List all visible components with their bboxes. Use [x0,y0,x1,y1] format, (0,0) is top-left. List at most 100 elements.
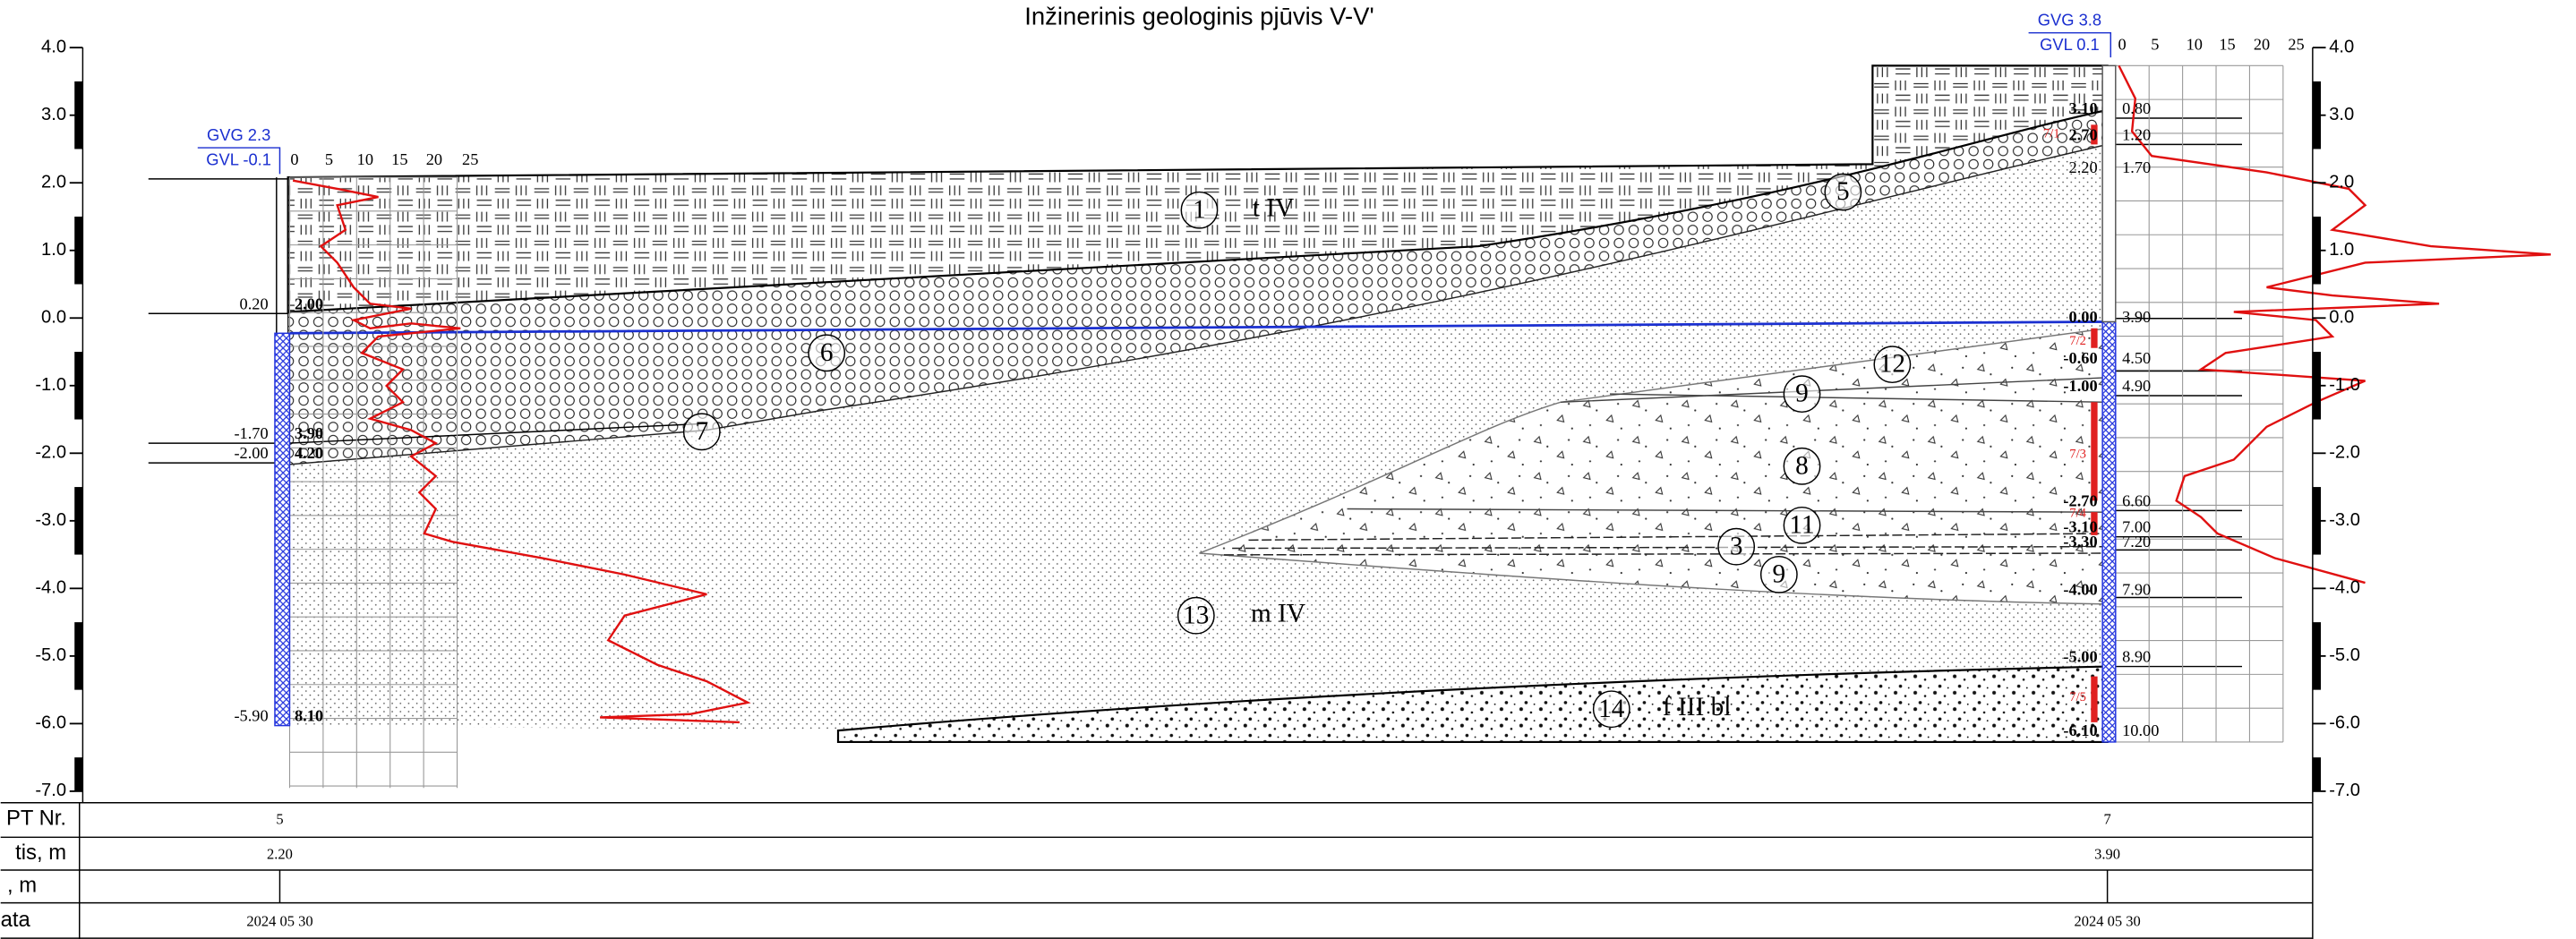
row-label: ata [1,908,31,932]
table-cell: 5 [276,811,283,828]
axis-bar [2313,487,2321,521]
axis-label-right: -1.0 [2329,375,2360,395]
depth-label: 1.20 [2122,125,2151,143]
depth-label: 6.60 [2122,491,2151,509]
axis-label-left: -4.0 [35,578,66,598]
elevation-label: 0.00 [2069,308,2098,326]
axis-label-left: -1.0 [35,375,66,395]
sample-label: 7/4 [2069,506,2086,520]
axis-bar [2313,352,2321,386]
axis-bar [2313,386,2321,420]
axis-label-right: 0.0 [2329,308,2354,328]
layer-number: 1 [1193,195,1206,224]
axis-bar [74,487,82,521]
layer-number: 8 [1795,451,1809,480]
axis-label-right: -5.0 [2329,645,2360,665]
axis-bar [2313,656,2321,690]
elevation-label: -1.70 [234,424,268,442]
gw-boxes [198,33,2111,175]
elevation-label: -4.00 [2063,580,2097,598]
cpt-scale: 25 [462,150,478,168]
table-cell: 2024 05 30 [2074,912,2140,929]
depth-label: 3.90 [2122,308,2151,326]
gwl-label: GVL 0.1 [2040,35,2100,54]
axis-label-right: -2.0 [2329,443,2360,463]
cpt-scale: 15 [2219,36,2235,54]
layer-number: 9 [1773,559,1786,588]
axis-label-right: -4.0 [2329,578,2360,598]
axis-label-left: -3.0 [35,510,66,530]
elevation-label: 2.70 [2069,125,2098,143]
title: Inžinerinis geologinis pjūvis V-V' [1024,2,1374,30]
axis-bar [2313,251,2321,285]
table-cell: 2.20 [267,845,293,862]
elevation-label: 3.10 [2069,99,2098,117]
depth-label: 10.00 [2122,721,2159,739]
axis-label-left: -2.0 [35,443,66,463]
depth-label: 2.00 [295,295,323,312]
cpt-scale: 0 [2118,36,2127,54]
cpt-scale: 20 [426,150,442,168]
axis-bar [74,757,82,791]
depth-label: 7.20 [2122,533,2151,551]
sample-label: 7/5 [2069,690,2086,704]
axis-bar [74,521,82,555]
row-label: PT Nr. [6,806,66,830]
table-cell: 7 [2103,811,2110,828]
axis-label-left: 1.0 [41,240,66,260]
axis-bar [2313,217,2321,251]
axis-bar [74,656,82,690]
depth-label: 8.10 [295,707,323,725]
depth-label: 1.70 [2122,158,2151,176]
layer-number: 14 [1598,695,1625,723]
layer-label: t IV [1253,193,1294,222]
axis-label-left: -5.0 [35,645,66,665]
axis-label-left: 0.0 [41,308,66,328]
sample-label: 7/1 [2043,127,2060,141]
axis-bar [2313,622,2321,656]
cpt-scale: 5 [2151,36,2159,54]
elevation-label: -1.00 [2063,377,2097,395]
row-label: , m [7,874,37,898]
cpt-scale: 10 [2187,36,2203,54]
table-cell: 2024 05 30 [246,912,312,929]
gwl-label: GVL -0.1 [206,150,271,169]
axis-bar [2313,81,2321,115]
axis-label-left: 2.0 [41,173,66,192]
axis-bar [74,115,82,149]
axis-bar [74,386,82,420]
layer-number: 9 [1795,380,1809,408]
layer-number: 5 [1836,177,1850,206]
layer-number: 12 [1879,350,1905,379]
axis-bar [74,352,82,386]
table-lines [1,803,2313,939]
axis-label-right: 3.0 [2329,105,2354,124]
elevation-label: -2.00 [234,444,268,462]
gwl-label: GVG 3.8 [2038,11,2101,30]
depth-label: 4.20 [295,444,323,462]
cpt-scale: 20 [2254,36,2270,54]
axis-label-right: -3.0 [2329,510,2360,530]
sample-label: 7/2 [2069,334,2086,348]
axis-label-right: 4.0 [2329,38,2354,57]
table-cell: 3.90 [2094,845,2120,862]
layer-label: m IV [1251,599,1305,627]
axis-label-right: 1.0 [2329,240,2354,260]
section-drawing: Inžinerinis geologinis pjūvis V-V' 4.0 4.… [0,0,2576,939]
sample-label: 7/3 [2069,447,2086,461]
axis-label-left: 3.0 [41,105,66,124]
axis-label-right: -7.0 [2329,781,2360,800]
borehole-right [2102,321,2116,741]
elevation-label: -3.30 [2063,533,2097,551]
page: {"title": "Inžinerinis geologinis pjūvis… [0,0,2576,939]
axis-label-right: 2.0 [2329,173,2354,192]
layer-number: 11 [1789,510,1814,539]
cpt-scale: 25 [2288,36,2304,54]
elevation-label: -5.00 [2063,648,2097,666]
elevation-label: 2.20 [2069,158,2098,176]
layer-number: 6 [820,338,834,367]
layer-number: 7 [695,417,708,446]
elevation-label: 0.20 [240,295,269,312]
layer-number: 13 [1183,601,1209,629]
axis-bar [2313,521,2321,555]
